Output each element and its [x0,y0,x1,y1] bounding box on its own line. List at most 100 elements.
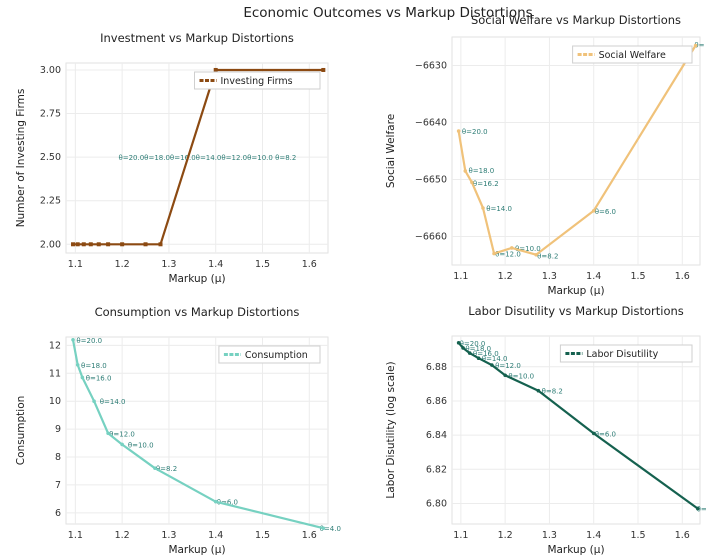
x-tick-label: 1.4 [586,271,601,282]
x-tick-label: 1.5 [630,530,645,541]
data-point [81,242,86,247]
x-axis-label: Markup (μ) [547,285,604,297]
legend-label: Consumption [245,350,308,361]
data-point [88,242,93,247]
point-annotation: θ=14.0 [482,355,508,363]
x-tick-label: 1.3 [542,271,557,282]
data-point [591,209,596,213]
data-point [120,442,124,447]
x-tick-label: 1.4 [208,259,223,270]
y-tick-label: 6 [55,508,61,519]
data-point [321,526,326,530]
point-annotation: θ=8.2 [156,465,177,473]
data-point [120,242,125,247]
point-annotation: θ=8.2 [537,252,558,260]
data-point [456,341,461,345]
y-tick-label: −6630 [415,61,447,72]
x-tick-label: 1.6 [302,530,317,541]
y-tick-label: 3.00 [40,65,61,76]
point-annotation: θ=18.0 [465,345,491,353]
legend-label: Social Welfare [599,50,666,61]
x-tick-label: 1.3 [161,530,176,541]
y-tick-label: 2.50 [40,152,61,163]
data-point [476,356,481,361]
chart-panel-2: Social Welfare vs Markup Distortions 1.1 1… [385,13,705,297]
y-tick-label: −6650 [415,175,447,186]
chart-title: Labor Disutility vs Markup Distortions [468,304,684,318]
x-tick-label: 1.6 [675,271,690,282]
legend: Social Welfare [572,45,693,64]
data-point [80,375,85,380]
point-annotation: θ=16.0 [86,374,112,382]
point-annotation: θ=20.0θ=18.0θ=16.0θ=14.0θ=12.0θ=10.0 θ=8… [118,154,296,162]
data-point [591,431,596,436]
x-tick-label: 1.1 [453,530,468,541]
data-point [106,431,110,436]
data-point [153,466,157,470]
x-tick-label: 1.3 [542,530,557,541]
chart-title: Consumption vs Markup Distortions [95,305,300,319]
x-axis-label: Markup (μ) [547,544,604,556]
y-tick-label: 6.80 [426,498,447,509]
data-point [463,169,468,173]
legend-box [218,345,321,364]
data-point [536,388,541,393]
data-point [467,351,472,355]
point-annotation: θ=18.0 [81,362,107,370]
x-tick-label: 1.1 [68,530,83,541]
y-tick-label: 2.25 [40,196,61,207]
data-point [92,399,96,403]
point-annotation: θ=16.2 [473,180,499,188]
chart-panel-4: Labor Disutility vs Markup Distortions 1.… [385,304,706,556]
data-point [321,67,326,72]
legend-box [194,71,321,90]
x-tick-label: 1.5 [255,530,270,541]
x-tick-label: 1.5 [630,271,645,282]
data-point [106,242,111,247]
point-annotation: θ=18.0 [469,167,495,175]
point-annotation: θ=20.0 [76,337,102,345]
chart-panel-1: Investment vs Markup Distortions 1.1 1.2 1.… [15,31,329,285]
y-tick-label: 2.75 [40,109,61,120]
point-annotation: θ=4.0 [320,525,341,533]
y-tick-label: 9 [55,424,61,435]
data-point [492,251,496,256]
data-point [158,242,163,247]
y-tick-label: 6.84 [426,430,447,441]
x-tick-label: 1.4 [586,530,601,541]
legend-box [572,45,693,64]
x-tick-label: 1.1 [68,259,83,270]
y-tick-label: 6.82 [426,464,447,475]
x-tick-label: 1.5 [255,259,270,270]
x-tick-label: 1.2 [115,530,130,541]
x-tick-label: 1.4 [208,530,223,541]
legend-label: Labor Disutility [586,349,658,360]
data-point [75,363,80,367]
figure-title: Economic Outcomes vs Markup Distortions [243,5,532,21]
x-axis-label: Markup (μ) [168,544,225,556]
data-point [96,242,101,247]
point-annotation: θ=12.0 [109,430,135,438]
point-annotation: θ=10.0 [128,441,154,449]
legend-box [559,344,693,363]
point-annotation: θ= [697,506,706,514]
point-annotation: θ=10.0 [515,245,541,253]
legend-label: Investing Firms [221,76,293,87]
chart-title: Investment vs Markup Distortions [100,31,294,45]
data-point [534,252,538,257]
plot-area [451,36,701,266]
chart-panel-3: Consumption vs Markup Distortions 1.1 1.2 1… [15,305,341,556]
point-annotation: θ=14.0 [100,398,126,406]
data-point [490,363,494,367]
y-tick-label: 8 [55,452,61,463]
point-annotation: θ=16.0 [473,350,499,358]
point-annotation: θ=12.0 [495,362,521,370]
y-tick-label: 7 [55,480,61,491]
x-tick-label: 1.2 [498,271,513,282]
point-annotation: θ=14.0 [486,205,512,213]
point-annotation: θ=10.0 [508,372,534,380]
y-axis-label: Labor Disutility (log scale) [385,361,397,498]
data-point [470,180,474,185]
legend: Labor Disutility [559,344,693,363]
y-axis-label: Social Welfare [385,114,397,188]
